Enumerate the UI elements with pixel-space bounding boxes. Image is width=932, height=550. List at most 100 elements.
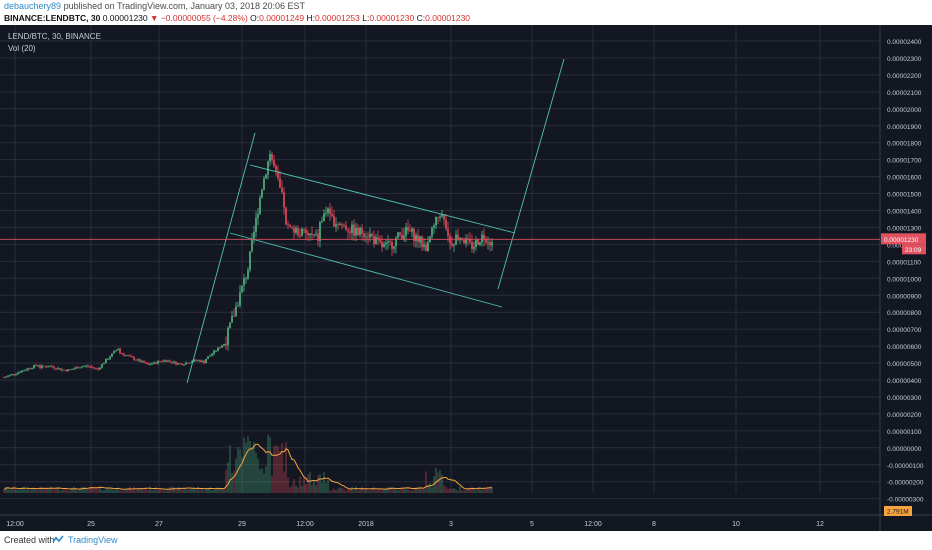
candle-body (69, 369, 71, 371)
volume-bar (447, 489, 449, 493)
volume-bar (279, 450, 281, 493)
volume-bar (169, 486, 171, 493)
volume-bar (209, 487, 211, 493)
candle-body (157, 361, 159, 364)
volume-bar (391, 487, 393, 493)
volume-bar (297, 487, 299, 493)
candle-body (209, 355, 211, 357)
candle-body (247, 269, 249, 279)
candle-body (413, 228, 415, 241)
series-legend[interactable]: LEND/BTC, 30, BINANCE (8, 32, 101, 41)
pole-trendline (186, 132, 256, 384)
candle-body (323, 213, 325, 221)
price-tick-label: 0.00002300 (887, 56, 922, 63)
candle-body (357, 227, 359, 235)
candle-body (223, 343, 225, 346)
price-chart[interactable]: 0.00002400 0.00002300 0.00002200 0.00002100… (0, 25, 932, 531)
volume-bars (3, 434, 493, 493)
volume-bar (367, 490, 369, 493)
price-tick-label: 0.00000900 (887, 293, 922, 300)
candle-body (297, 228, 299, 236)
volume-bar (289, 487, 291, 493)
open-label: O: (250, 13, 260, 23)
candle-body (9, 374, 11, 376)
volume-bar (317, 475, 319, 493)
candle-body (159, 361, 161, 362)
volume-bar (269, 436, 271, 493)
volume-bar (29, 490, 31, 493)
volume-bar (487, 488, 489, 493)
volume-bar (461, 490, 463, 493)
candle-body (235, 306, 237, 317)
candle-body (73, 368, 75, 370)
candle-body (239, 292, 241, 306)
volume-bar (425, 471, 427, 493)
created-with-label: Created with (4, 535, 55, 545)
volume-legend[interactable]: Vol (20) (8, 44, 36, 53)
candle-body (227, 327, 229, 346)
volume-bar (293, 478, 295, 493)
candle-body (269, 153, 271, 162)
candle-body (107, 359, 109, 360)
candle-body (401, 234, 403, 239)
volume-bar (119, 490, 121, 493)
time-tick-label: 29 (238, 521, 246, 528)
candle-body (189, 362, 191, 364)
candle-body (125, 355, 127, 357)
candle-body (311, 233, 313, 236)
volume-bar (259, 469, 261, 493)
candle-body (155, 362, 157, 364)
candle-body (137, 359, 139, 361)
candle-body (115, 350, 117, 352)
candle-body (21, 370, 23, 373)
candle-body (41, 365, 43, 368)
volume-bar (401, 487, 403, 493)
time-tick-label: 10 (732, 521, 740, 528)
author-link[interactable]: debauchery89 (4, 1, 62, 11)
price-tick-label: 0.00001000 (887, 276, 922, 283)
tradingview-logo-icon (52, 535, 64, 543)
volume-bar (163, 490, 165, 493)
candle-body (435, 217, 437, 226)
volume-bar (195, 489, 197, 493)
candle-body (389, 241, 391, 243)
candle-body (39, 365, 41, 368)
volume-bar (39, 486, 41, 493)
candle-body (481, 234, 483, 243)
current-price-badge-text: 0.00001230 (884, 237, 919, 244)
price-tick-label: 0.00002200 (887, 73, 922, 80)
candle-body (81, 366, 83, 368)
candle-body (393, 246, 395, 249)
volume-bar (5, 486, 7, 493)
candle-body (253, 231, 255, 239)
price-tick-label: 0.00000300 (887, 395, 922, 402)
price-tick-label: 0.00000000 (887, 446, 922, 453)
volume-bar (97, 487, 99, 493)
volume-bar (229, 445, 231, 493)
volume-bar (285, 441, 287, 493)
volume-bar (315, 485, 317, 493)
candle-body (483, 234, 485, 240)
candle-body (177, 363, 179, 365)
candle-body (381, 241, 383, 248)
volume-bar (369, 490, 371, 493)
volume-bar (155, 486, 157, 493)
candle-body (71, 369, 73, 371)
volume-bar (387, 487, 389, 493)
candle-body (243, 278, 245, 286)
candle-body (33, 365, 35, 369)
candle-body (53, 366, 55, 369)
volume-bar (483, 487, 485, 493)
candle-body (193, 359, 195, 362)
candle-body (175, 361, 177, 365)
volume-bar (47, 489, 49, 493)
chart-area[interactable]: 0.00002400 0.00002300 0.00002200 0.00002100… (0, 25, 932, 531)
candle-body (469, 239, 471, 243)
volume-bar (153, 489, 155, 493)
tradingview-brand-link[interactable]: TradingView (68, 535, 118, 545)
candle-body (99, 367, 101, 370)
high-value: 0.00001253 (314, 13, 360, 23)
volume-bar (257, 458, 259, 493)
volume-bar (107, 487, 109, 493)
volume-bar (199, 489, 201, 493)
